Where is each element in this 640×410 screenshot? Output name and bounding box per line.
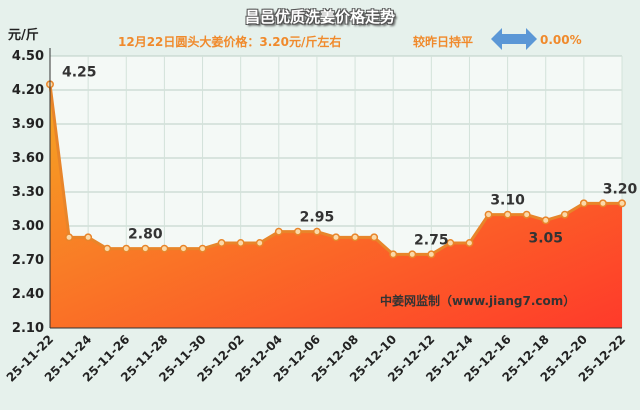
data-point (465, 239, 474, 247)
data-point (122, 244, 131, 253)
data-point (255, 239, 264, 247)
data-point (522, 210, 531, 219)
y-tick-label: 3.00 (12, 219, 44, 234)
data-label: 3.05 (528, 230, 563, 246)
y-tick-label: 3.90 (12, 117, 44, 132)
data-point (160, 244, 169, 253)
y-axis-unit-label: 元/斤 (8, 28, 39, 43)
data-label: 4.25 (62, 64, 97, 80)
y-tick-label: 4.20 (12, 83, 44, 98)
data-label: 2.75 (414, 232, 449, 248)
data-label: 2.95 (300, 210, 335, 226)
y-tick-label: 4.50 (12, 49, 44, 64)
data-point (293, 227, 302, 236)
data-point (579, 199, 588, 208)
double-arrow-icon (491, 28, 537, 50)
trend-subtitle: 较昨日持平 (413, 35, 474, 49)
y-tick-label: 3.30 (12, 185, 44, 200)
data-point (503, 210, 512, 219)
data-point (389, 250, 398, 259)
data-label: 3.20 (603, 181, 638, 197)
data-point (560, 210, 569, 219)
data-point (84, 233, 93, 242)
data-point (141, 244, 150, 253)
data-point (446, 239, 455, 247)
y-tick-label: 2.70 (12, 253, 44, 268)
data-label: 2.80 (128, 227, 163, 243)
change-percent: 0.00% (540, 33, 582, 47)
y-tick-label: 2.40 (12, 287, 44, 302)
y-tick-label: 3.60 (12, 151, 44, 166)
data-point (236, 239, 245, 247)
data-point (408, 250, 417, 259)
watermark-text: 中姜网监制（www.jiang7.com） (380, 293, 575, 308)
data-point (484, 210, 493, 219)
chart-title: 昌邑优质洗姜价格走势 (244, 8, 395, 26)
data-point (541, 216, 550, 225)
data-point (198, 244, 207, 253)
data-point (370, 233, 379, 242)
data-point (618, 199, 626, 208)
data-point (217, 239, 226, 247)
data-point (103, 244, 112, 253)
data-point (332, 233, 340, 242)
y-tick-label: 2.10 (12, 321, 44, 336)
data-point (65, 233, 74, 242)
data-point (274, 227, 283, 236)
data-point (427, 250, 436, 259)
data-label: 3.10 (490, 193, 525, 209)
data-point (312, 227, 321, 236)
data-point (598, 199, 607, 208)
data-point (351, 233, 360, 242)
price-area (50, 84, 622, 328)
price-subtitle: 12月22日圆头大姜价格：3.20元/斤左右 (118, 35, 342, 49)
data-point (179, 244, 188, 253)
